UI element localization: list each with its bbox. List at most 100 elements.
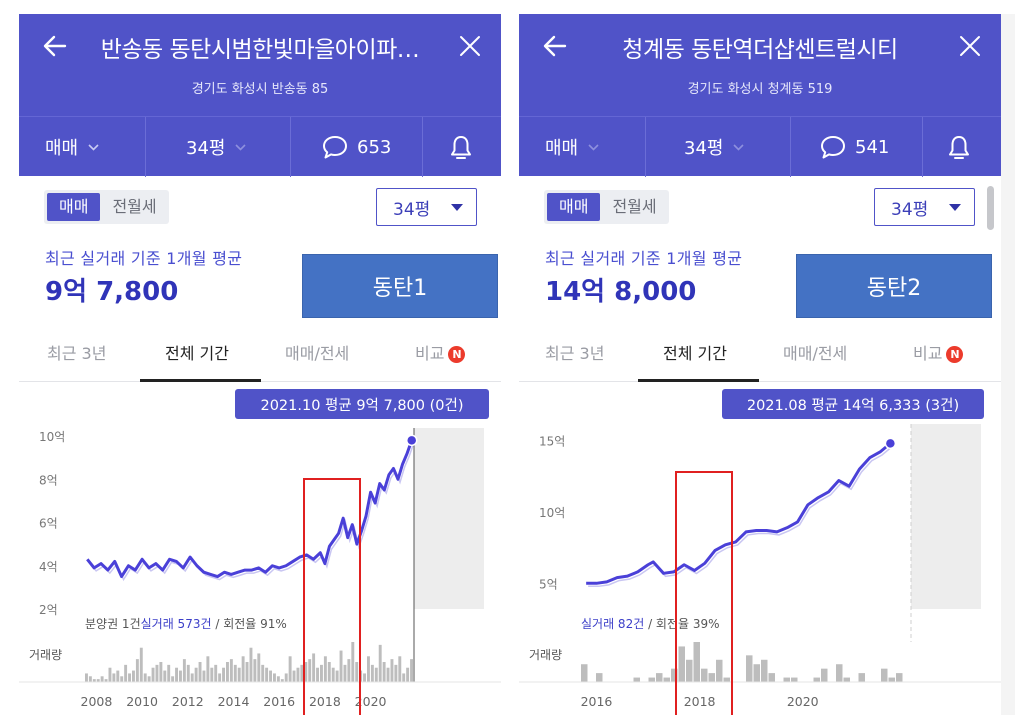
- volume-bar: [296, 667, 300, 682]
- volume-bar: [363, 673, 366, 682]
- volume-bar: [678, 646, 685, 682]
- period-tabs: 최근 3년 전체 기간 매매/전세 비교 N: [519, 332, 1001, 382]
- volume-bar: [633, 677, 640, 682]
- active-tab-underline: [140, 379, 261, 382]
- period-tabs: 최근 3년 전체 기간 매매/전세 비교 N: [19, 332, 501, 382]
- volume-bar: [222, 667, 225, 682]
- volume-bar: [701, 668, 708, 682]
- segment-rent[interactable]: 전월세: [612, 197, 657, 216]
- future-shade: [414, 428, 484, 609]
- average-price: 14억 8,000: [545, 277, 697, 307]
- volume-bar: [135, 659, 139, 682]
- volume-bar: [402, 673, 406, 682]
- y-tick-label: 4억: [39, 560, 58, 574]
- tab-compare-label: 비교: [415, 344, 445, 363]
- right-apartment-panel: 청계동 동탄역더샵센트럴시티 경기도 화성시 청계동 519 매매 34평 54…: [519, 14, 1001, 715]
- volume-bar: [269, 670, 272, 682]
- comment-bubble-icon: [323, 136, 347, 159]
- volume-bar: [241, 656, 245, 682]
- average-price: 9억 7,800: [45, 277, 179, 307]
- volume-bar: [316, 667, 319, 682]
- alert-button[interactable]: [448, 117, 474, 177]
- x-tick-label: 2016: [581, 694, 613, 709]
- x-tick-label: 2010: [126, 694, 158, 709]
- volume-bar: [88, 676, 92, 682]
- tooltip-text: 2021.08 평균 14억 6,333 (3건): [747, 397, 959, 414]
- volume-bar: [128, 673, 131, 682]
- volume-bar: [112, 673, 116, 682]
- volume-bar: [753, 664, 760, 682]
- segment-rent[interactable]: 전월세: [112, 197, 157, 216]
- volume-bar: [273, 673, 276, 682]
- volume-bar: [253, 659, 257, 682]
- size-select[interactable]: 34평: [376, 188, 477, 226]
- tab-recent-3y[interactable]: 최근 3년: [545, 344, 605, 363]
- volume-bar: [323, 656, 327, 682]
- tab-sale-rent[interactable]: 매매/전세: [285, 344, 350, 363]
- volume-bar: [163, 670, 167, 682]
- trade-type-segment: 매매 전월세: [544, 190, 669, 224]
- volume-bar: [280, 679, 284, 682]
- back-arrow-icon[interactable]: [541, 32, 569, 60]
- volume-bar: [206, 656, 210, 682]
- tab-recent-3y[interactable]: 최근 3년: [47, 344, 107, 363]
- x-tick-label: 2016: [263, 694, 295, 709]
- tooltip-box: [235, 389, 489, 419]
- tab-all-period[interactable]: 전체 기간: [165, 344, 229, 363]
- price-chart[interactable]: 10억 8억 6억 4억 2억 2021.10 평균 9억 7,800 (0건) 분양권 1…: [19, 384, 501, 715]
- address: 경기도 화성시 청계동 519: [687, 82, 833, 97]
- filter-toolbar: 매매 34평 653: [19, 116, 501, 177]
- trade-stats: 분양권 1건실거래 573건 / 회전율 91%: [85, 617, 287, 631]
- segment-sale[interactable]: 매매: [47, 193, 101, 221]
- volume-bar: [648, 677, 655, 682]
- back-arrow-icon[interactable]: [41, 32, 69, 60]
- y-tick-label: 10억: [539, 506, 565, 520]
- tab-compare[interactable]: 비교 N: [913, 340, 964, 364]
- volume-bar: [327, 662, 331, 682]
- volume-bar: [370, 664, 374, 682]
- close-icon[interactable]: [957, 33, 983, 59]
- volume-bar: [171, 676, 175, 682]
- volume-bar: [896, 673, 903, 682]
- tab-sale-rent[interactable]: 매매/전세: [783, 344, 848, 363]
- volume-bar: [382, 662, 386, 682]
- y-tick-label: 6억: [39, 517, 58, 531]
- volume-bar: [716, 659, 723, 682]
- x-tick-label: 2020: [355, 694, 387, 709]
- comments-button[interactable]: 653: [321, 117, 391, 177]
- price-chart[interactable]: 15억 10억 5억 2021.08 평균 14억 6,333 (3건) 실거래 82건…: [519, 384, 1001, 715]
- tab-all-period[interactable]: 전체 기간: [663, 344, 727, 363]
- size-dropdown[interactable]: 34평: [186, 117, 247, 177]
- trade-type-dropdown[interactable]: 매매: [545, 117, 599, 177]
- comments-button[interactable]: 541: [819, 117, 889, 177]
- volume-bar: [155, 664, 159, 682]
- volume-bar: [351, 642, 355, 682]
- volume-bar: [120, 676, 124, 682]
- volume-bar: [746, 655, 753, 682]
- volume-bar: [308, 659, 312, 682]
- region-tag: 동탄2: [796, 254, 992, 318]
- volume-bar: [167, 664, 171, 682]
- volume-bar: [96, 679, 100, 682]
- volume-bar: [761, 659, 768, 682]
- volume-bar: [821, 668, 828, 682]
- tab-compare[interactable]: 비교 N: [415, 340, 466, 364]
- trade-type-dropdown[interactable]: 매매: [45, 117, 99, 177]
- region-tag: 동탄1: [302, 254, 498, 318]
- tooltip-text: 2021.10 평균 9억 7,800 (0건): [260, 397, 463, 414]
- volume-bar: [198, 662, 202, 682]
- alert-button[interactable]: [946, 117, 972, 177]
- active-tab-underline: [638, 379, 759, 382]
- size-select[interactable]: 34평: [874, 188, 975, 226]
- close-icon[interactable]: [457, 33, 483, 59]
- volume-bar: [139, 647, 143, 682]
- volume-bar: [304, 662, 308, 682]
- size-dropdown[interactable]: 34평: [684, 117, 745, 177]
- segment-sale[interactable]: 매매: [547, 193, 601, 221]
- scrollbar-thumb[interactable]: [987, 186, 994, 230]
- tooltip-box: [722, 389, 984, 419]
- volume-bar: [233, 664, 237, 682]
- volume-bar: [210, 667, 214, 682]
- volume-bar: [104, 679, 108, 682]
